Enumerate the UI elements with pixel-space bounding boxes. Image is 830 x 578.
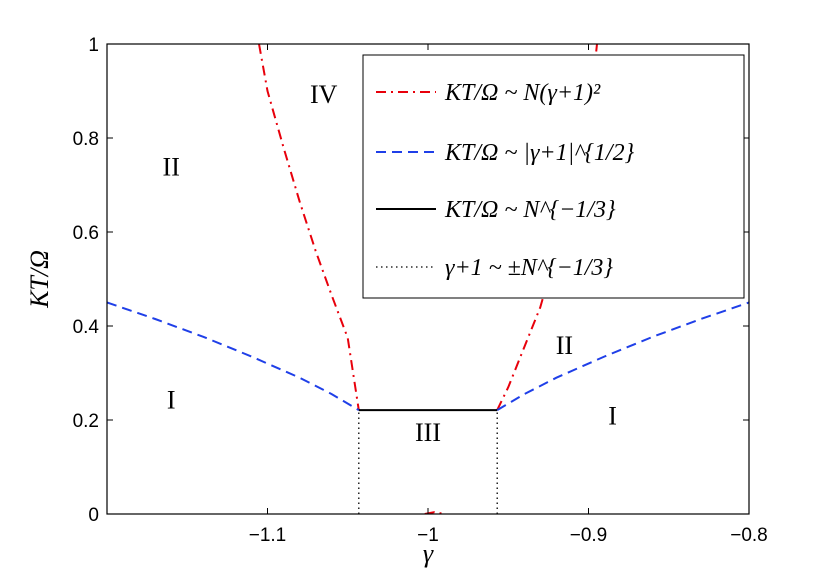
axis-ticks: −1.1 −1 −0.9 −0.8 0 0.2 0.4 0.6 0.8 1 [73, 35, 768, 546]
y-tick-label: 0.2 [73, 411, 99, 432]
x-tick-label: −0.9 [570, 525, 608, 546]
legend-box [362, 54, 745, 299]
y-axis-label: KT/Ω [25, 250, 54, 309]
region-label-II: II [556, 331, 573, 360]
x-tick-label: −1.1 [249, 525, 287, 546]
region-label-II: II [163, 153, 180, 182]
region-label-IV: IV [310, 80, 338, 109]
region-label-III: III [415, 418, 441, 447]
legend-entry: γ+1 ~ ±N^{−1/3} [445, 255, 613, 281]
legend-entry: KT/Ω ~ N^{−1/3} [444, 197, 616, 223]
legend-entry: KT/Ω ~ |γ+1|^{1/2} [444, 140, 635, 166]
y-tick-label: 0.6 [73, 223, 99, 244]
x-axis-label: γ [423, 539, 434, 568]
y-tick-label: 0 [88, 505, 99, 526]
region-label-I: I [167, 385, 176, 414]
legend-entry: KT/Ω ~ N(γ+1)² [444, 80, 601, 106]
region-label-I: I [608, 402, 617, 431]
series-1-line-1 [496, 301, 749, 411]
series-1-line-0 [107, 301, 360, 411]
legend: KT/Ω ~ N(γ+1)² KT/Ω ~ |γ+1|^{1/2} KT/Ω ~ N… [362, 54, 745, 299]
x-tick-label: −1 [417, 525, 439, 546]
y-tick-label: 0.8 [73, 129, 99, 150]
x-tick-label: −0.8 [730, 525, 768, 546]
y-tick-label: 1 [88, 35, 99, 56]
y-tick-label: 0.4 [73, 317, 100, 338]
